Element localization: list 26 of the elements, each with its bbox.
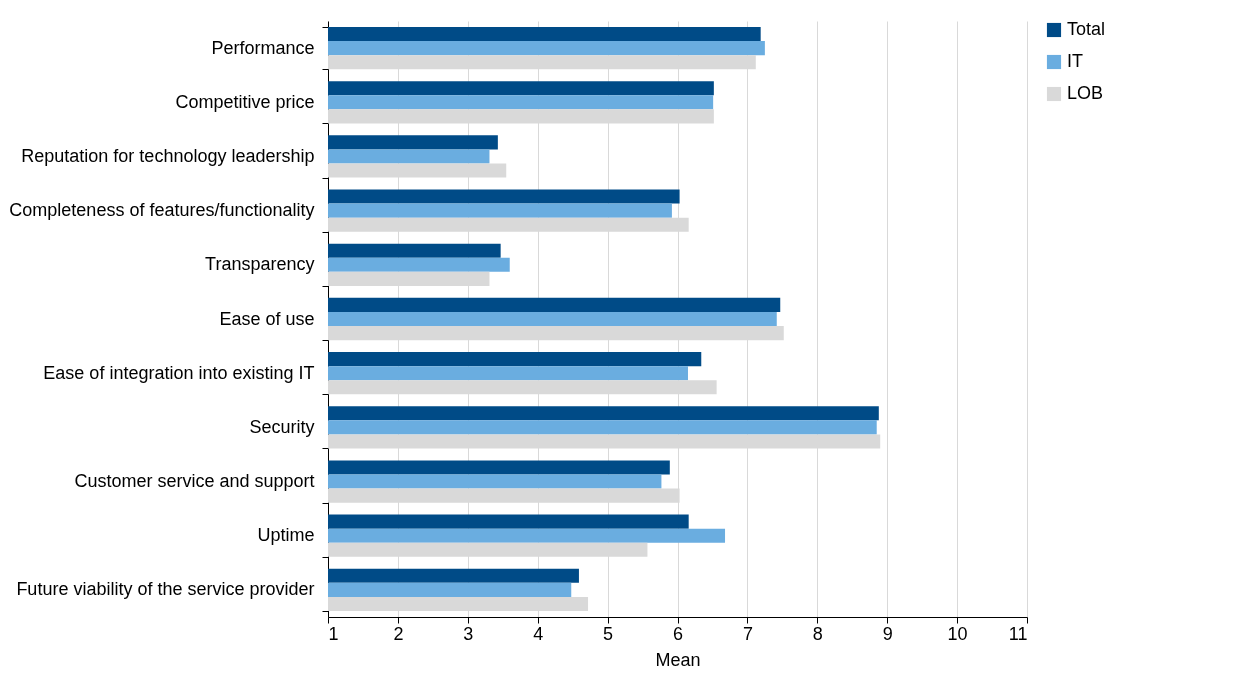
legend-label: IT [1067, 51, 1083, 71]
y-tick-label: Competitive price [175, 91, 315, 112]
x-axis-title: Mean [655, 649, 701, 670]
x-tick-label: 6 [672, 623, 684, 644]
y-tick-label: Ease of integration into existing IT [43, 362, 315, 383]
x-tick-label: 8 [812, 623, 823, 644]
y-tick-label: Customer service and support [74, 471, 315, 492]
legend-label: LOB [1067, 83, 1104, 103]
x-tick-label: 1 [328, 623, 339, 644]
x-tick-label: 4 [533, 623, 544, 644]
x-tick-label: 3 [463, 623, 474, 644]
x-tick-label: 10 [947, 623, 968, 644]
y-tick-label: Completeness of features/functionality [9, 200, 315, 221]
legend-label: Total [1067, 19, 1106, 39]
x-tick-label: 5 [603, 623, 614, 644]
x-tick-label: 9 [882, 623, 893, 644]
y-tick-label: Transparency [205, 254, 315, 275]
y-tick-label: Performance [211, 37, 315, 58]
y-tick-label: Security [249, 416, 315, 437]
y-tick-label: Reputation for technology leadership [21, 145, 315, 166]
y-tick-label: Uptime [257, 525, 315, 546]
y-tick-label: Ease of use [219, 308, 315, 329]
x-tick-label: 7 [742, 623, 753, 644]
y-tick-label: Future viability of the service provider [16, 579, 315, 600]
x-tick-label: 2 [393, 623, 404, 644]
x-tick-label: 11 [1008, 623, 1028, 644]
